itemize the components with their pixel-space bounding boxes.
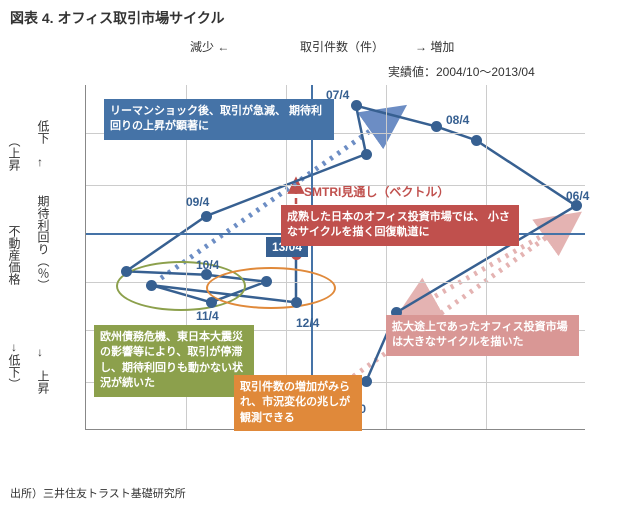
point-08m (471, 135, 482, 146)
label-06/4: 06/4 (566, 189, 589, 203)
yaxis-outer-top: （上昇 (6, 135, 23, 171)
annotation-pink: 拡大途上であったオフィス投資市場は大きなサイクルを描いた (386, 315, 579, 356)
source: 出所）三井住友トラスト基礎研究所 (10, 485, 186, 501)
plot-area: 04/1005/406/407/408/409/410/411/412/413/… (85, 85, 585, 430)
xaxis-left: 減少 ← (190, 38, 229, 55)
gridline-v (486, 85, 487, 429)
point-12/4 (291, 297, 302, 308)
xaxis-label: 取引件数（件） (300, 38, 384, 55)
xaxis-right: → 増加 (415, 38, 454, 55)
point-10b (261, 276, 272, 287)
chart-title: 図表 4. オフィス取引市場サイクル (10, 8, 224, 28)
point-04/10 (361, 376, 372, 387)
point-08b (361, 149, 372, 160)
point-09/4 (201, 211, 212, 222)
smtri-label: SMTRI見通し（ベクトル） (304, 183, 449, 200)
gridline-v (386, 85, 387, 429)
yaxis-inner-artop: ↑ (37, 155, 43, 169)
point-11/4 (206, 297, 217, 308)
label-09/4: 09/4 (186, 195, 209, 209)
annotation-green: 欧州債務危機、東日本大震災の影響等により、取引が停滞し、期待利回りも動かない状況… (94, 325, 254, 397)
label-08/4: 08/4 (446, 113, 469, 127)
annotation-orange: 取引件数の増加がみられ、市況変化の兆しが観測できる (234, 375, 362, 431)
yaxis-outer-bot: ↓低下） (6, 340, 23, 390)
point-09b (121, 266, 132, 277)
point-11b (146, 280, 157, 291)
period-label: 実績値：2004/10〜2013/04 (388, 63, 535, 80)
point-08/4 (431, 121, 442, 132)
e-orange (206, 267, 336, 309)
yaxis-inner-label: 期待利回り（％） (35, 195, 52, 291)
yaxis-inner-bot: 上昇 (35, 370, 52, 394)
annotation-blue: リーマンショック後、取引が急減、 期待利回りの上昇が顕著に (104, 99, 334, 140)
annotation-red: 成熟した日本のオフィス投資市場では、 小さなサイクルを描く回復軌道に (281, 205, 519, 246)
yaxis-inner-top: 低下 (35, 120, 52, 144)
yaxis-outer-label: 不動産価格 (6, 225, 23, 285)
point-07/4 (351, 100, 362, 111)
label-10/4: 10/4 (196, 258, 219, 272)
label-11/4: 11/4 (196, 309, 219, 323)
yaxis-inner-arbot: ↓ (37, 345, 43, 359)
label-12/4: 12/4 (296, 316, 319, 330)
